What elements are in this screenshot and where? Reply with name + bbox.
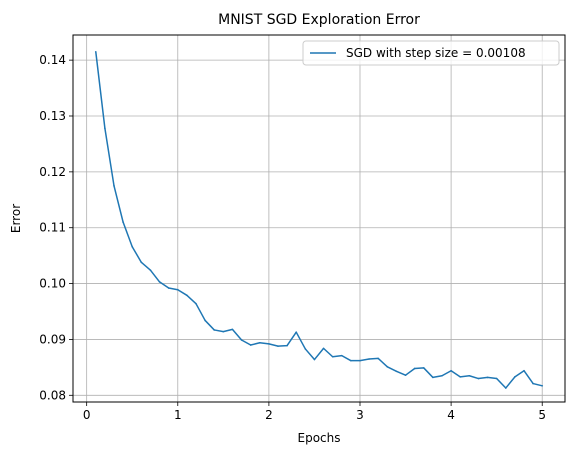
data-point — [195, 302, 197, 305]
data-point — [331, 355, 334, 358]
legend: SGD with step size = 0.00108 — [302, 40, 560, 66]
data-point — [413, 367, 416, 370]
data-point — [377, 357, 380, 360]
y-axis-label: Error — [9, 204, 23, 233]
data-point — [486, 376, 489, 379]
data-point — [268, 343, 270, 345]
y-tick-label: 0.14 — [39, 53, 66, 67]
data-point — [313, 358, 316, 361]
data-point — [231, 328, 234, 331]
data-point — [468, 374, 471, 377]
data-point — [340, 354, 343, 357]
data-point — [432, 376, 434, 379]
ticks: 0 1 2 3 4 5 0.08 0.09 0.10 0.11 0.12 0.13 0.14 — [39, 53, 546, 422]
data-point — [495, 377, 498, 380]
data-point — [350, 359, 352, 362]
x-tick-label: 0 — [83, 408, 91, 422]
data-point — [140, 261, 143, 264]
legend-box — [302, 40, 560, 66]
x-axis-label: Epochs — [298, 431, 341, 445]
data-point — [277, 345, 279, 347]
data-point — [131, 245, 134, 248]
data-point — [422, 367, 425, 369]
data-point — [104, 127, 106, 130]
series-layer — [94, 50, 544, 389]
data-point — [186, 294, 188, 297]
series-line — [95, 51, 543, 389]
data-point — [477, 377, 480, 380]
x-tick-label: 3 — [356, 408, 364, 422]
data-point — [286, 344, 288, 347]
data-point — [167, 287, 170, 289]
data-point — [441, 374, 443, 377]
y-tick-label: 0.12 — [39, 165, 66, 179]
data-point — [386, 366, 389, 368]
data-point — [94, 50, 97, 53]
data-point — [404, 374, 407, 376]
x-tick-label: 1 — [174, 408, 182, 422]
data-point — [523, 369, 525, 372]
x-tick-label: 4 — [447, 408, 455, 422]
data-point — [395, 370, 398, 373]
data-point — [322, 347, 325, 350]
x-tick-label: 2 — [265, 408, 273, 422]
y-tick-label: 0.11 — [39, 221, 66, 235]
plot-frame — [72, 34, 566, 403]
grid — [73, 35, 565, 402]
data-point — [514, 376, 516, 378]
data-point — [459, 376, 462, 378]
legend-label: SGD with step size = 0.00108 — [346, 46, 526, 60]
data-point — [304, 348, 307, 350]
data-point — [258, 341, 261, 344]
data-point — [532, 382, 534, 385]
data-point — [541, 385, 544, 387]
data-point — [149, 269, 152, 271]
data-point — [158, 281, 161, 283]
data-point — [359, 359, 361, 362]
data-point — [249, 344, 252, 346]
chart-title: MNIST SGD Exploration Error — [218, 12, 420, 28]
y-tick-label: 0.09 — [39, 332, 66, 346]
y-tick-label: 0.13 — [39, 109, 66, 123]
y-tick-label: 0.10 — [39, 277, 66, 291]
data-point — [295, 331, 298, 333]
data-point — [240, 339, 243, 341]
y-tick-label: 0.08 — [39, 388, 66, 402]
data-point — [368, 358, 370, 360]
data-point — [450, 369, 452, 372]
data-point — [504, 387, 507, 389]
x-tick-label: 5 — [538, 408, 546, 422]
data-point — [213, 329, 216, 331]
data-point — [176, 288, 179, 291]
data-point — [113, 185, 115, 187]
data-point — [122, 221, 124, 223]
data-point — [204, 319, 206, 322]
data-point — [222, 330, 225, 333]
